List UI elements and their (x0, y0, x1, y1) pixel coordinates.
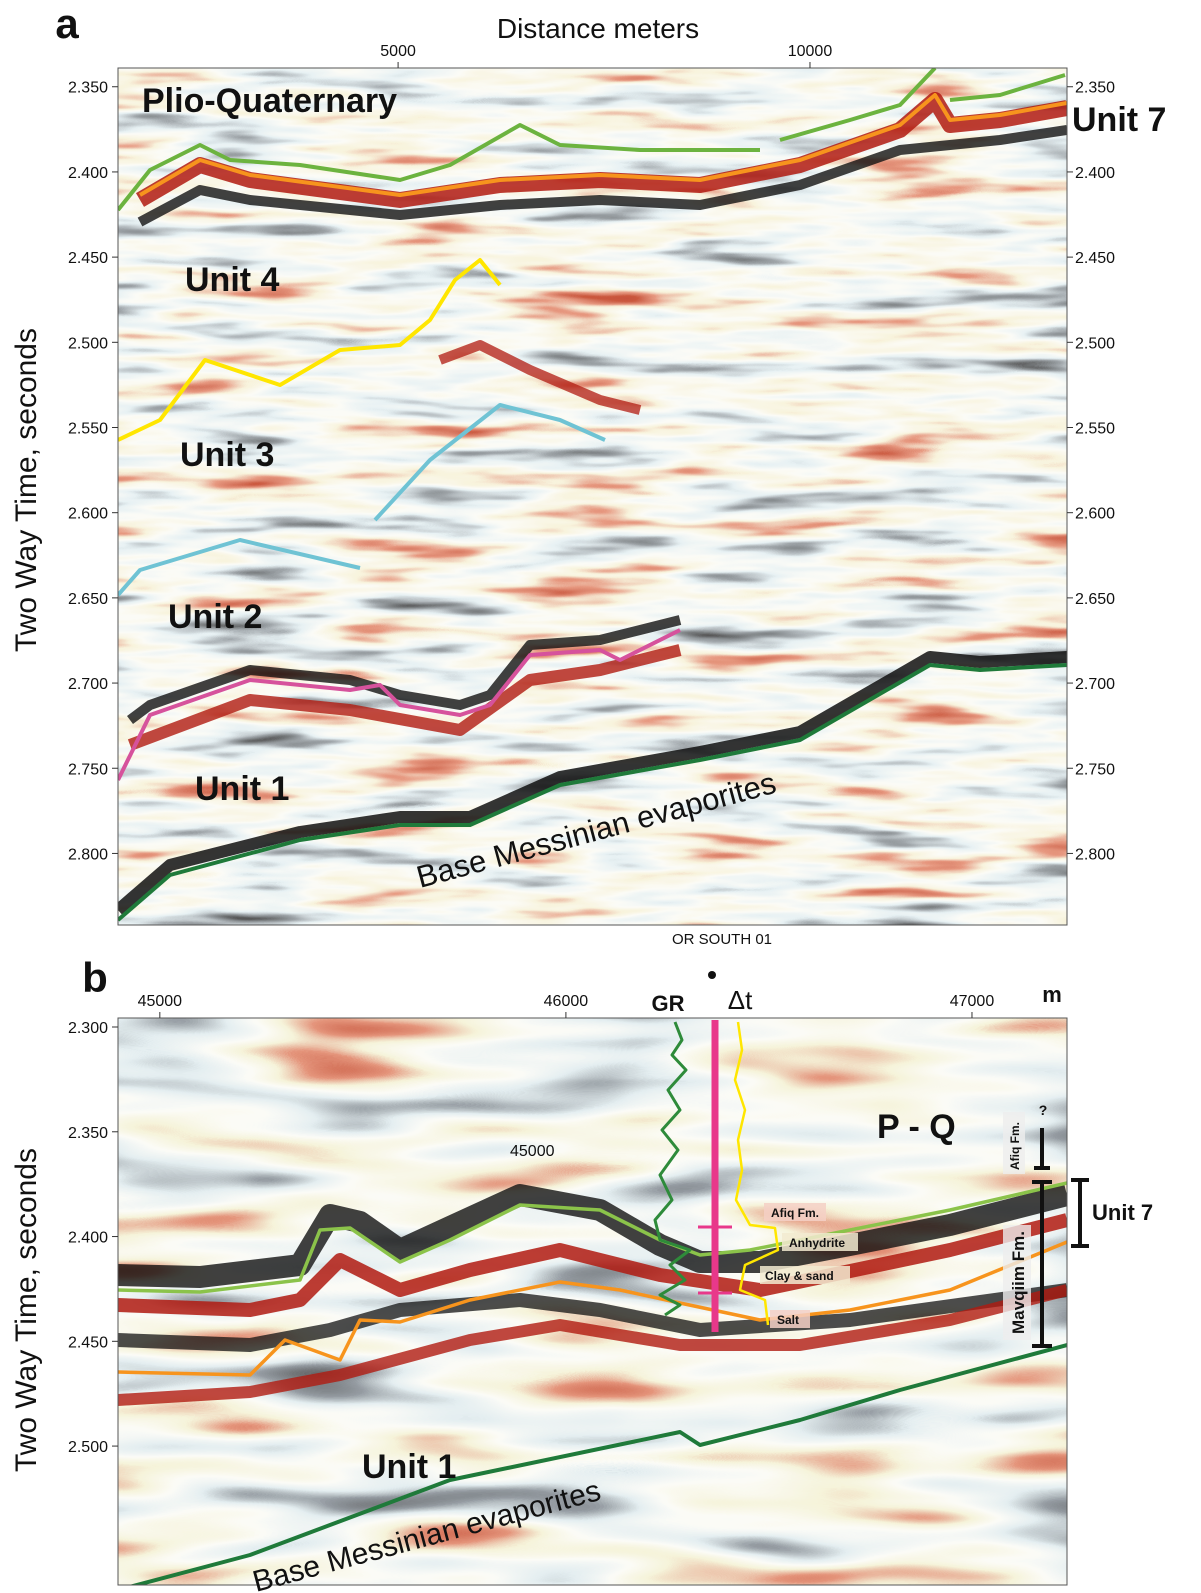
annotation: Unit 2 (168, 598, 262, 636)
x-tick-label: 10000 (788, 43, 833, 60)
y-tick-label: 2.600 (1075, 506, 1115, 523)
x-tick-label: 5000 (380, 43, 416, 60)
y-tick-label: 2.800 (1075, 846, 1115, 863)
label-box (1003, 1225, 1031, 1340)
y-tick-label: 2.350 (68, 80, 108, 97)
annotation: Unit 4 (185, 261, 280, 299)
y-tick-label: 2.800 (68, 846, 108, 863)
reflector-band (438, 340, 642, 415)
y-tick-label: 2.400 (68, 165, 108, 182)
reflector-band (137, 125, 1067, 227)
annotation: Mavqiim Fm. (1009, 1231, 1028, 1334)
x-tick-label: 45000 (138, 993, 183, 1010)
label-box (770, 1310, 810, 1328)
annotation: Anhydrite (789, 1236, 845, 1250)
y-tick-label: 2.300 (68, 1020, 108, 1037)
y-tick-label: 2.500 (68, 1439, 108, 1456)
reflector-band (127, 644, 682, 751)
x-tick-label: 47000 (950, 993, 995, 1010)
annotation: Plio-Quaternary (142, 82, 397, 120)
y-tick-label: 2.350 (68, 1125, 108, 1142)
annotation: Afiq Fm. (1008, 1122, 1022, 1170)
x-axis-title: Distance meters (497, 13, 699, 44)
reflector-band (135, 92, 1067, 208)
plot-frame (117, 67, 1068, 926)
horizon-unit3-base (118, 538, 361, 597)
horizon-unit7-top (779, 68, 937, 142)
horizon-unit2-base (118, 628, 681, 781)
reflector-band (127, 615, 682, 724)
y-tick-label: 2.400 (68, 1230, 108, 1247)
panel-label: a (55, 0, 79, 47)
y-axis-title: Two Way Time, seconds (10, 1148, 43, 1472)
horizon-base-messinian (118, 663, 1067, 922)
well-name: OR SOUTH 01 (672, 931, 772, 948)
y-tick-label: 2.700 (1075, 676, 1115, 693)
annotation: Unit 7 (1072, 101, 1166, 139)
horizon-base-messinian (129, 1343, 1067, 1585)
horizon-unit4-base (118, 258, 502, 442)
label-box (782, 1233, 858, 1251)
well-location (708, 971, 716, 979)
annotation: Unit 1 (195, 770, 289, 808)
x-tick-label: 46000 (544, 993, 589, 1010)
annotation: P - Q (877, 1108, 956, 1146)
y-tick-label: 2.400 (1075, 165, 1115, 182)
log-label: Δt (728, 985, 753, 1015)
annotation: Unit 7 (1092, 1200, 1153, 1225)
y-axis-title: Two Way Time, seconds (10, 328, 43, 652)
plot-frame (117, 1017, 1068, 1586)
log-label: GR (652, 991, 685, 1016)
y-tick-label: 2.350 (1075, 80, 1115, 97)
horizon-unit7-top (949, 73, 1066, 102)
y-tick-label: 2.450 (68, 1334, 108, 1351)
annotation: Afiq Fm. (771, 1206, 819, 1220)
gamma-ray-log (653, 1021, 692, 1317)
reflector-band (118, 1284, 1067, 1406)
sonic-log (733, 1021, 780, 1326)
y-tick-label: 2.550 (1075, 420, 1115, 437)
label-box (764, 1203, 826, 1221)
horizon-unit3-base (373, 403, 606, 522)
annotation: Clay & sand (765, 1269, 834, 1283)
y-tick-label: 2.500 (68, 335, 108, 352)
y-tick-label: 2.650 (1075, 591, 1115, 608)
y-tick-label: 2.750 (68, 761, 108, 778)
annotation: Unit 1 (362, 1448, 456, 1486)
seismic-section-a (118, 68, 1067, 925)
y-tick-label: 2.450 (68, 250, 108, 267)
bracket (1032, 1128, 1089, 1348)
seismic-texture (118, 68, 1067, 925)
y-tick-label: 2.650 (68, 591, 108, 608)
y-tick-label: 2.550 (68, 420, 108, 437)
annotation: Salt (777, 1313, 799, 1327)
annotation: 45000 (510, 1143, 555, 1160)
horizon-unit7-top (118, 123, 760, 212)
label-box (760, 1266, 850, 1284)
reflector-band (118, 651, 1067, 915)
annotation: Unit 3 (180, 436, 274, 474)
y-tick-label: 2.700 (68, 676, 108, 693)
y-tick-label: 2.600 (68, 506, 108, 523)
y-tick-label: 2.750 (1075, 761, 1115, 778)
annotation: ? (1039, 1102, 1048, 1118)
horizon-unit7-base (118, 1240, 1067, 1377)
panel-label: b (82, 954, 108, 1001)
y-tick-label: 2.450 (1075, 250, 1115, 267)
y-tick-label: 2.500 (1075, 335, 1115, 352)
label-box (1003, 1112, 1025, 1174)
x-unit: m (1042, 982, 1062, 1007)
horizon-unit7-base (138, 93, 1067, 197)
